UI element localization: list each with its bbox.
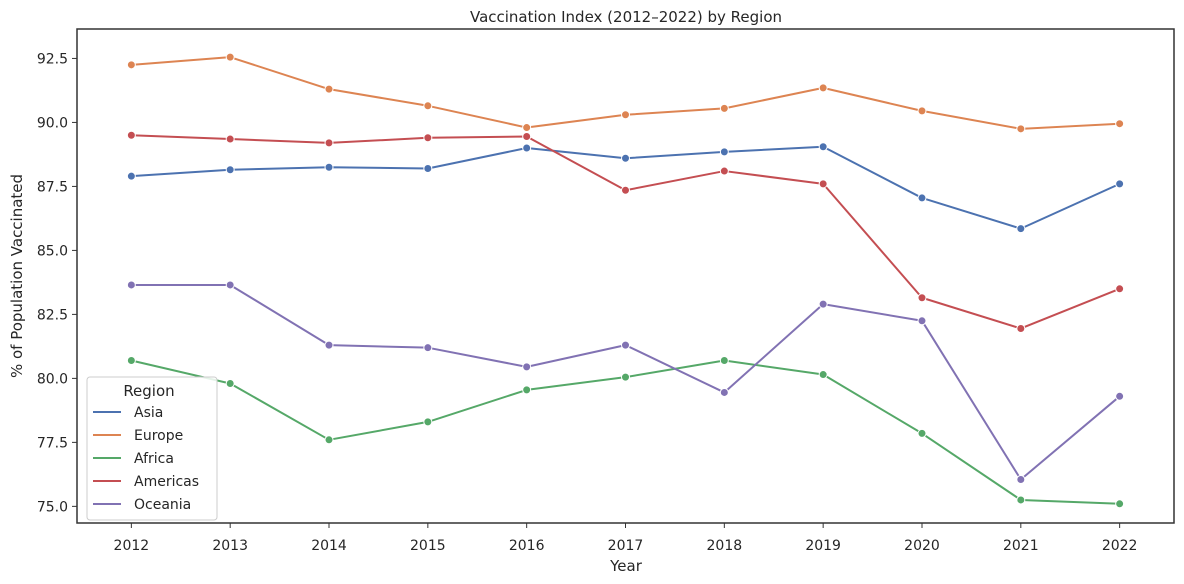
data-point-africa-2014: [324, 435, 334, 445]
y-axis-title: % of Population Vaccinated: [8, 174, 26, 378]
data-point-americas-2017: [621, 185, 630, 195]
series-africa: [126, 355, 1125, 509]
data-point-asia-2014: [324, 162, 334, 172]
data-point-oceania-2022: [1115, 391, 1125, 401]
legend-label-asia: Asia: [134, 405, 163, 421]
x-tick-label: 2013: [212, 538, 248, 554]
data-point-africa-2018: [719, 355, 729, 365]
chart-title: Vaccination Index (2012–2022) by Region: [470, 8, 782, 26]
data-point-africa-2021: [1016, 495, 1026, 505]
x-tick-label: 2015: [410, 538, 446, 554]
x-tick-label: 2016: [509, 538, 545, 554]
data-point-oceania-2014: [324, 340, 334, 350]
data-point-europe-2020: [917, 106, 927, 116]
series-americas: [126, 130, 1125, 333]
data-point-oceania-2020: [917, 316, 927, 326]
data-point-europe-2018: [719, 103, 729, 113]
series-oceania: [126, 280, 1125, 484]
data-point-asia-2016: [522, 143, 532, 153]
data-point-europe-2016: [522, 123, 532, 133]
data-point-europe-2012: [126, 60, 136, 70]
y-axis-ticks: 75.0 77.5 80.0 82.5 85.0 87.5 90.0 92.5: [37, 51, 77, 515]
data-point-americas-2018: [719, 166, 729, 176]
data-point-europe-2017: [621, 110, 630, 120]
legend: Region Asia Europe Africa Americas Oceania: [86, 376, 218, 521]
plot-frame: [76, 28, 1175, 524]
data-point-africa-2020: [917, 428, 927, 438]
data-point-oceania-2015: [423, 343, 433, 353]
legend-items: Asia Europe Africa Americas Oceania: [93, 405, 199, 513]
data-point-oceania-2019: [818, 299, 828, 309]
y-tick-label: 85.0: [37, 243, 68, 259]
data-point-americas-2013: [225, 134, 235, 144]
data-point-americas-2022: [1115, 284, 1125, 294]
data-point-americas-2015: [423, 133, 433, 143]
legend-label-africa: Africa: [134, 451, 174, 467]
x-tick-label: 2012: [114, 538, 150, 554]
x-axis-ticks: 2012 2013 2014 2015 2016 2017 2018 2019 2020 2021…: [114, 523, 1138, 554]
data-point-oceania-2021: [1016, 474, 1026, 484]
data-point-europe-2015: [423, 101, 433, 111]
x-tick-label: 2022: [1102, 538, 1138, 554]
data-point-americas-2020: [917, 293, 927, 303]
data-point-asia-2022: [1115, 179, 1125, 189]
data-point-americas-2021: [1016, 323, 1026, 333]
y-tick-label: 82.5: [37, 307, 68, 323]
data-point-asia-2020: [917, 193, 927, 203]
x-tick-label: 2014: [311, 538, 347, 554]
legend-label-europe: Europe: [134, 428, 183, 444]
data-point-americas-2012: [126, 130, 136, 140]
y-tick-label: 75.0: [37, 499, 68, 515]
data-point-africa-2022: [1115, 499, 1125, 509]
x-tick-label: 2018: [707, 538, 743, 554]
data-point-asia-2017: [621, 153, 630, 163]
data-point-asia-2019: [818, 142, 828, 152]
data-point-africa-2019: [818, 370, 828, 380]
y-tick-label: 87.5: [37, 179, 68, 195]
data-point-africa-2012: [126, 355, 136, 365]
y-tick-label: 77.5: [37, 435, 68, 451]
data-point-oceania-2012: [126, 280, 136, 290]
data-point-asia-2015: [423, 164, 433, 173]
data-point-americas-2016: [522, 132, 532, 141]
data-point-europe-2013: [225, 52, 235, 62]
data-point-americas-2014: [324, 138, 334, 148]
data-point-europe-2021: [1016, 124, 1026, 134]
x-tick-label: 2017: [608, 538, 644, 554]
series-layer: [126, 52, 1125, 509]
data-point-americas-2019: [818, 179, 828, 189]
data-point-africa-2013: [225, 379, 235, 388]
series-europe: [126, 52, 1125, 134]
data-point-europe-2014: [324, 84, 334, 94]
y-tick-label: 80.0: [37, 371, 68, 387]
legend-title: Region: [123, 382, 174, 400]
series-asia: [126, 142, 1125, 234]
data-point-oceania-2017: [621, 340, 630, 350]
x-axis-title: Year: [609, 557, 643, 575]
y-tick-label: 90.0: [37, 115, 68, 131]
data-point-oceania-2018: [719, 387, 729, 397]
data-point-europe-2022: [1115, 119, 1125, 129]
data-point-asia-2018: [719, 147, 729, 157]
data-point-africa-2016: [522, 385, 532, 395]
y-tick-label: 92.5: [37, 51, 68, 67]
data-point-africa-2017: [621, 372, 630, 382]
data-point-oceania-2016: [522, 362, 532, 372]
x-tick-label: 2020: [904, 538, 940, 554]
x-tick-label: 2021: [1003, 538, 1039, 554]
data-point-africa-2015: [423, 417, 433, 427]
data-point-europe-2019: [818, 83, 828, 93]
legend-label-oceania: Oceania: [134, 497, 191, 513]
data-point-asia-2013: [225, 165, 235, 175]
data-point-asia-2012: [126, 171, 136, 181]
x-tick-label: 2019: [805, 538, 841, 554]
data-point-oceania-2013: [225, 280, 235, 290]
data-point-asia-2021: [1016, 224, 1026, 234]
legend-label-americas: Americas: [134, 474, 199, 490]
